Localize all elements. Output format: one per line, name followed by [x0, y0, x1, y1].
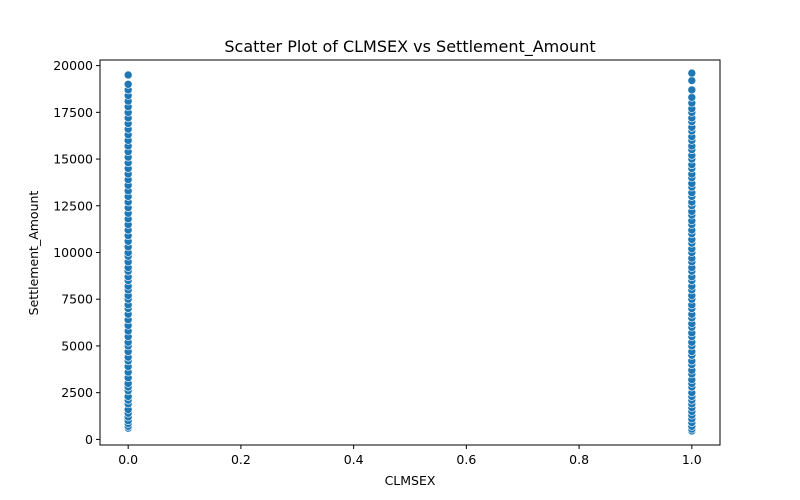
data-point — [687, 68, 697, 78]
x-tick-label: 0.0 — [118, 452, 138, 467]
y-tick-label: 20000 — [53, 58, 93, 73]
plot-area — [123, 68, 697, 436]
y-tick-label: 10000 — [53, 245, 93, 260]
y-tick-label: 2500 — [61, 385, 93, 400]
x-tick-label: 1.0 — [682, 452, 702, 467]
x-tick-label: 0.8 — [569, 452, 589, 467]
x-tick-label: 0.6 — [456, 452, 476, 467]
data-point — [687, 93, 697, 102]
data-point — [123, 80, 133, 89]
data-point — [687, 85, 697, 95]
x-tick-label: 0.2 — [231, 452, 251, 467]
y-tick-label: 17500 — [53, 105, 93, 120]
x-axis: 0.0 0.2 0.4 0.6 0.8 1.0 — [118, 445, 702, 467]
y-tick-label: 15000 — [53, 152, 93, 167]
y-tick-label: 0 — [85, 432, 93, 447]
chart-title: Scatter Plot of CLMSEX vs Settlement_Amo… — [224, 37, 595, 57]
y-tick-label: 7500 — [61, 292, 93, 307]
y-axis-label: Settlement_Amount — [26, 191, 41, 316]
y-tick-label: 12500 — [53, 198, 93, 213]
y-axis: 0 2500 5000 7500 10000 12500 15000 17500 20000 — [53, 58, 100, 447]
x-axis-label: CLMSEX — [385, 473, 436, 488]
data-point — [123, 70, 133, 80]
data-point — [687, 76, 697, 85]
x-tick-label: 0.4 — [344, 452, 364, 467]
y-tick-label: 5000 — [61, 338, 93, 353]
